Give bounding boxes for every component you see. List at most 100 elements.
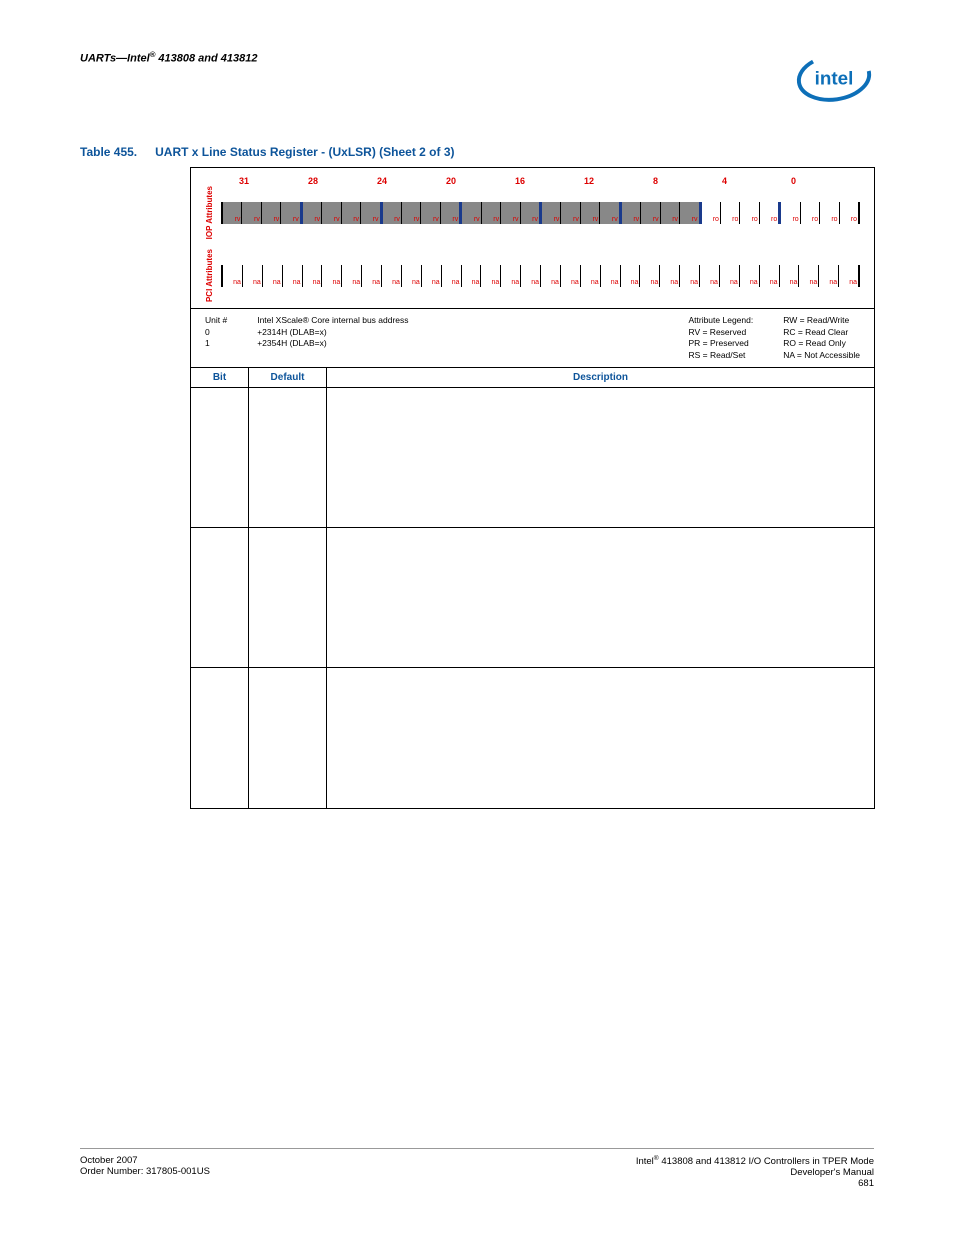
footer-right: Intel® 413808 and 413812 I/O Controllers… <box>636 1155 874 1189</box>
bit-cell: rv <box>402 202 421 224</box>
bit-cell: rv <box>600 202 621 224</box>
bit-cell: na <box>342 265 362 287</box>
bit-number: 0 <box>791 176 860 186</box>
table-caption: Table 455.UART x Line Status Register - … <box>80 145 874 159</box>
bit-cell: ro <box>781 202 800 224</box>
bit-cell: na <box>263 265 283 287</box>
bit-cell: rv <box>581 202 600 224</box>
bit-cell: na <box>680 265 700 287</box>
bit-cell: rv <box>680 202 701 224</box>
bit-cell: na <box>601 265 621 287</box>
bit-cell: na <box>541 265 561 287</box>
bit-cell: rv <box>303 202 322 224</box>
bit-cell: ro <box>840 202 858 224</box>
col-header-description: Description <box>327 368 874 387</box>
bit-cell: na <box>521 265 541 287</box>
bit-cell: rv <box>322 202 341 224</box>
bit-cell: rv <box>342 202 361 224</box>
bit-cell: na <box>720 265 740 287</box>
bit-number: 8 <box>653 176 722 186</box>
bit-cell: na <box>243 265 263 287</box>
bit-cell: rv <box>383 202 402 224</box>
intel-logo-icon: intel <box>794 50 874 105</box>
bit-cell: rv <box>622 202 641 224</box>
bit-cell: rv <box>521 202 542 224</box>
bit-number: 31 <box>239 176 308 186</box>
legend-info: Attribute Legend:RV = ReservedPR = Prese… <box>688 315 753 361</box>
bit-cell: rv <box>262 202 281 224</box>
rw-info: RW = Read/WriteRC = Read ClearRO = Read … <box>783 315 860 361</box>
bit-number: 20 <box>446 176 515 186</box>
bit-cell: rv <box>561 202 580 224</box>
header-title: UARTs—Intel® 413808 and 413812 <box>80 50 258 65</box>
table-row <box>191 388 874 528</box>
bit-cell: rv <box>641 202 660 224</box>
iop-label: IOP Attributes <box>205 186 217 239</box>
bit-cell: rv <box>361 202 382 224</box>
bit-cell: na <box>382 265 402 287</box>
bit-cell: na <box>819 265 839 287</box>
bit-numbers: 312824201612840 <box>239 176 860 186</box>
bit-cell: ro <box>721 202 740 224</box>
bit-cell: na <box>442 265 462 287</box>
bit-cell: rv <box>542 202 561 224</box>
col-header-default: Default <box>249 368 327 387</box>
bit-cell: rv <box>462 202 481 224</box>
bit-cell: na <box>362 265 382 287</box>
bit-cell: na <box>780 265 800 287</box>
addr-info: Intel XScale® Core internal bus address+… <box>257 315 408 361</box>
bit-cell: rv <box>661 202 680 224</box>
pci-attributes-row: PCI Attributes nanananananananananananan… <box>205 249 860 302</box>
bit-cell: na <box>839 265 858 287</box>
bit-cell: rv <box>281 202 302 224</box>
bit-cell: na <box>700 265 720 287</box>
bit-cell: na <box>303 265 323 287</box>
bit-cell: na <box>322 265 342 287</box>
bit-diagram: 312824201612840 IOP Attributes rvrvrvrvr… <box>191 168 874 309</box>
bit-cell: rv <box>223 202 242 224</box>
bit-number: 12 <box>584 176 653 186</box>
bit-cell: na <box>621 265 641 287</box>
description-header: Bit Default Description <box>191 368 874 388</box>
table-row <box>191 528 874 668</box>
footer-left: October 2007Order Number: 317805-001US <box>80 1155 210 1189</box>
bit-cell: ro <box>820 202 839 224</box>
bit-cell: na <box>660 265 680 287</box>
pci-label: PCI Attributes <box>205 249 217 302</box>
bit-cell: na <box>581 265 601 287</box>
bit-cell: rv <box>242 202 261 224</box>
svg-text:intel: intel <box>815 68 854 89</box>
bit-cell: rv <box>441 202 462 224</box>
bit-cell: na <box>422 265 442 287</box>
bit-cell: na <box>640 265 660 287</box>
page-header: UARTs—Intel® 413808 and 413812 intel <box>80 50 874 105</box>
bit-cell: na <box>799 265 819 287</box>
bit-cell: ro <box>702 202 721 224</box>
bit-cell: rv <box>501 202 520 224</box>
bit-cell: na <box>740 265 760 287</box>
unit-info: Unit #01 <box>205 315 227 361</box>
bit-number: 24 <box>377 176 446 186</box>
col-header-bit: Bit <box>191 368 249 387</box>
table-row <box>191 668 874 808</box>
bit-cell: na <box>462 265 482 287</box>
iop-attributes-row: IOP Attributes rvrvrvrvrvrvrvrvrvrvrvrvr… <box>205 186 860 239</box>
bit-cell: ro <box>760 202 781 224</box>
bit-cell: na <box>402 265 422 287</box>
bit-cell: ro <box>801 202 820 224</box>
bit-cell: na <box>481 265 501 287</box>
bit-cell: na <box>760 265 780 287</box>
bit-cell: na <box>223 265 243 287</box>
bit-cell: na <box>561 265 581 287</box>
bit-cell: na <box>501 265 521 287</box>
bit-cell: rv <box>421 202 440 224</box>
bit-cell: na <box>283 265 303 287</box>
bit-cell: ro <box>740 202 759 224</box>
bit-number: 28 <box>308 176 377 186</box>
bit-number: 4 <box>722 176 791 186</box>
page-footer: October 2007Order Number: 317805-001US I… <box>80 1148 874 1189</box>
register-table: 312824201612840 IOP Attributes rvrvrvrvr… <box>190 167 875 809</box>
bit-cell: rv <box>482 202 501 224</box>
bit-number: 16 <box>515 176 584 186</box>
info-row: Unit #01 Intel XScale® Core internal bus… <box>191 309 874 368</box>
